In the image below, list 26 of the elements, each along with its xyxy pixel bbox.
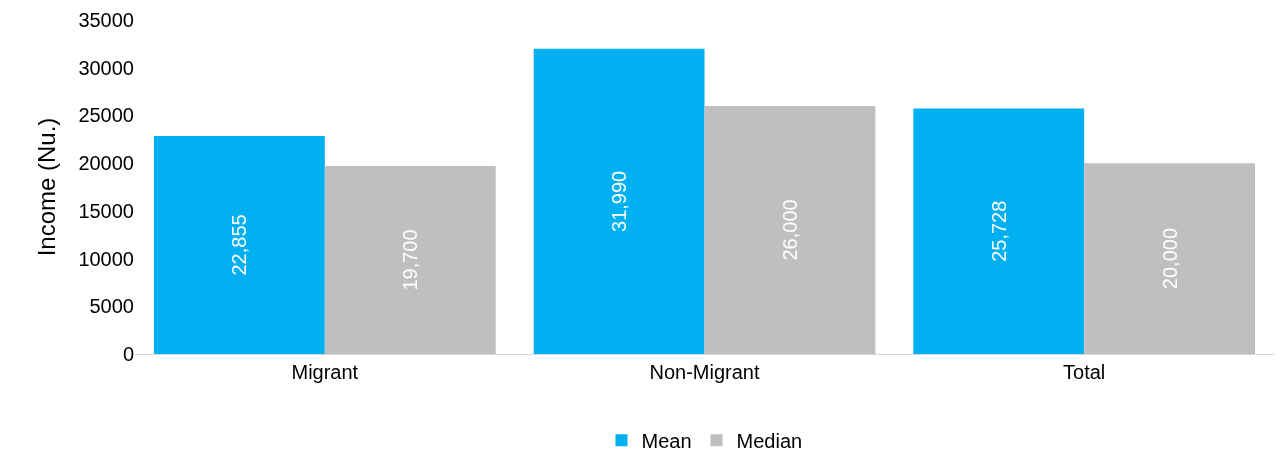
data-label: 19,700	[399, 229, 422, 291]
data-label: 22,855	[228, 214, 251, 276]
bar	[153, 135, 325, 354]
bar	[704, 105, 876, 354]
legend-label: Mean	[641, 430, 692, 453]
x-tick-label: Total	[1063, 361, 1106, 383]
y-tick-label: 35000	[78, 9, 134, 31]
data-label: 25,728	[987, 200, 1010, 262]
data-label: 31,990	[608, 170, 631, 232]
y-tick-label: 20000	[78, 152, 134, 175]
y-tick-label: 0	[122, 343, 134, 365]
bar	[913, 108, 1085, 354]
y-tick-label: 10000	[78, 247, 134, 270]
y-tick-label: 5000	[89, 295, 134, 318]
x-tick-label: Migrant	[291, 361, 359, 383]
bar	[533, 48, 705, 354]
x-tick-label: Non-Migrant	[649, 361, 760, 383]
y-tick-label: 25000	[78, 104, 134, 127]
data-label: 20,000	[1158, 227, 1181, 290]
legend-label: Median	[736, 430, 803, 453]
y-tick-label: 30000	[78, 56, 134, 79]
bar	[324, 166, 496, 354]
y-axis-title: Income (Nu.)	[33, 117, 61, 257]
bar	[1084, 163, 1256, 354]
data-label: 26,000	[778, 199, 801, 261]
y-tick-label: 15000	[78, 199, 134, 222]
